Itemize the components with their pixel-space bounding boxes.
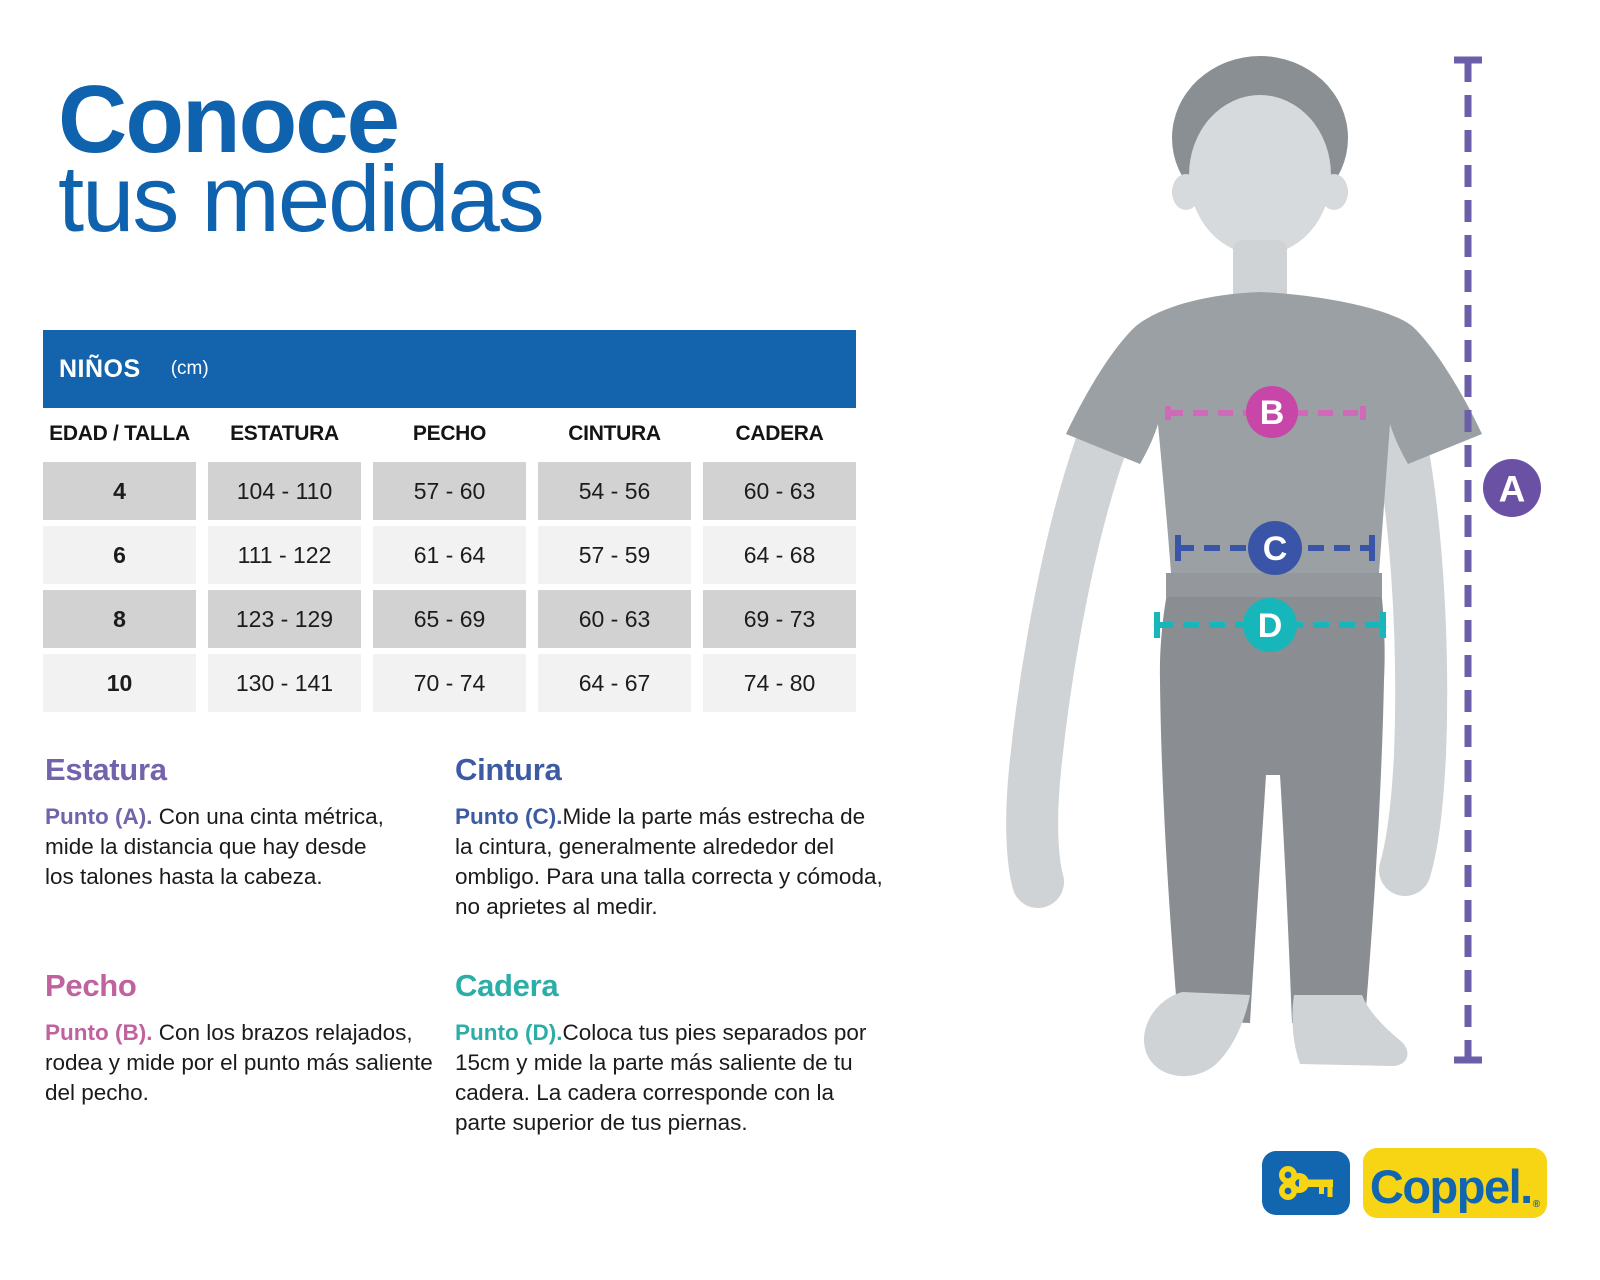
marker-a-letter: A bbox=[1499, 468, 1526, 509]
boy-measurement-figure: A B C D bbox=[1006, 56, 1541, 1077]
table-banner: NIÑOS (cm) bbox=[43, 330, 856, 408]
section-cintura: Cintura Punto (C).Mide la parte más estr… bbox=[455, 752, 887, 922]
table-cell-estatura: 104 - 110 bbox=[208, 462, 361, 520]
point-b-label: Punto (B). bbox=[45, 1020, 153, 1045]
page-title-line2: tus medidas bbox=[58, 146, 545, 251]
section-cintura-text: Punto (C).Mide la parte más estrecha de … bbox=[455, 802, 887, 922]
table-cell-cadera: 69 - 73 bbox=[703, 590, 856, 648]
table-cell-pecho: 57 - 60 bbox=[373, 462, 526, 520]
point-c-label: Punto (C). bbox=[455, 804, 563, 829]
column-header-pecho: PECHO bbox=[412, 422, 487, 445]
table-cell-cadera: 60 - 63 bbox=[703, 462, 856, 520]
section-pecho-title: Pecho bbox=[45, 968, 137, 1003]
section-cadera-text: Punto (D).Coloca tus pies separados por … bbox=[455, 1018, 887, 1138]
marker-d-letter: D bbox=[1258, 607, 1283, 645]
coppel-logo: Coppel. ® bbox=[1262, 1148, 1547, 1218]
height-marker-a: A bbox=[1454, 56, 1541, 1064]
table-banner-unit: (cm) bbox=[170, 358, 209, 379]
table-cell-cintura: 57 - 59 bbox=[538, 526, 691, 584]
table-cell-estatura: 111 - 122 bbox=[208, 526, 361, 584]
table-cell-talla: 10 bbox=[43, 654, 196, 712]
hip-marker-d: D bbox=[1154, 598, 1386, 652]
section-cadera-body: Coloca tus pies separados por 15cm y mid… bbox=[455, 1020, 867, 1135]
table-cell-talla: 6 bbox=[43, 526, 196, 584]
section-cintura-body: Mide la parte más estrecha de la cintura… bbox=[455, 804, 883, 919]
marker-b-letter: B bbox=[1260, 394, 1285, 432]
table-cell-cintura: 60 - 63 bbox=[538, 590, 691, 648]
page-title-line1: Conoce bbox=[58, 66, 400, 173]
chest-marker-b: B bbox=[1165, 386, 1366, 438]
coppel-wordmark: Coppel. bbox=[1369, 1160, 1533, 1213]
section-cadera: Cadera Punto (D).Coloca tus pies separad… bbox=[455, 968, 887, 1138]
point-a-label: Punto (A). bbox=[45, 804, 153, 829]
column-header-estatura: ESTATURA bbox=[230, 422, 339, 445]
column-header-cadera: CADERA bbox=[735, 422, 824, 445]
left-arm-shape bbox=[1006, 422, 1126, 908]
pants-shape bbox=[1159, 573, 1385, 1023]
page-title: Conoce tus medidas bbox=[58, 66, 545, 251]
key-icon bbox=[1279, 1166, 1333, 1200]
neck-shape bbox=[1233, 240, 1287, 302]
size-table-body: 4 104 - 110 57 - 60 54 - 56 60 - 63 6 11… bbox=[43, 462, 856, 712]
section-pecho-body: Con los brazos relajados, rodea y mide p… bbox=[45, 1020, 433, 1105]
marker-a-badge bbox=[1483, 459, 1541, 517]
section-estatura: Estatura Punto (A). Con una cinta métric… bbox=[45, 752, 390, 892]
point-d-label: Punto (D). bbox=[455, 1020, 563, 1045]
table-cell-estatura: 123 - 129 bbox=[208, 590, 361, 648]
table-cell-talla: 4 bbox=[43, 462, 196, 520]
size-table-header: EDAD / TALLA ESTATURA PECHO CINTURA CADE… bbox=[43, 408, 856, 460]
table-cell-cintura: 64 - 67 bbox=[538, 654, 691, 712]
waist-marker-c: C bbox=[1175, 521, 1375, 575]
table-cell-pecho: 70 - 74 bbox=[373, 654, 526, 712]
coppel-key-box bbox=[1262, 1151, 1350, 1215]
waistband-shape bbox=[1166, 573, 1382, 597]
right-arm-shape bbox=[1376, 422, 1448, 896]
table-banner-label: NIÑOS bbox=[59, 354, 141, 383]
coppel-wordmark-box: Coppel. ® bbox=[1363, 1148, 1547, 1218]
left-foot-shape bbox=[1144, 992, 1250, 1077]
table-cell-cadera: 64 - 68 bbox=[703, 526, 856, 584]
column-header-cintura: CINTURA bbox=[568, 422, 661, 445]
section-cadera-title: Cadera bbox=[455, 968, 559, 1003]
table-cell-pecho: 61 - 64 bbox=[373, 526, 526, 584]
section-cintura-title: Cintura bbox=[455, 752, 562, 787]
right-foot-shape bbox=[1292, 995, 1408, 1066]
marker-c-badge bbox=[1248, 521, 1302, 575]
marker-d-badge bbox=[1243, 598, 1297, 652]
section-estatura-body: Con una cinta métrica, mide la distancia… bbox=[45, 804, 384, 889]
table-cell-pecho: 65 - 69 bbox=[373, 590, 526, 648]
table-cell-cadera: 74 - 80 bbox=[703, 654, 856, 712]
table-cell-talla: 8 bbox=[43, 590, 196, 648]
section-pecho-text: Punto (B). Con los brazos relajados, rod… bbox=[45, 1018, 453, 1108]
table-cell-estatura: 130 - 141 bbox=[208, 654, 361, 712]
marker-c-letter: C bbox=[1263, 530, 1288, 568]
section-estatura-title: Estatura bbox=[45, 752, 167, 787]
column-header-edad-talla: EDAD / TALLA bbox=[49, 422, 190, 445]
table-cell-cintura: 54 - 56 bbox=[538, 462, 691, 520]
section-pecho: Pecho Punto (B). Con los brazos relajado… bbox=[45, 968, 453, 1108]
section-estatura-text: Punto (A). Con una cinta métrica, mide l… bbox=[45, 802, 390, 892]
face-shape bbox=[1189, 95, 1331, 255]
registered-mark: ® bbox=[1532, 1199, 1541, 1210]
marker-b-badge bbox=[1246, 386, 1298, 438]
